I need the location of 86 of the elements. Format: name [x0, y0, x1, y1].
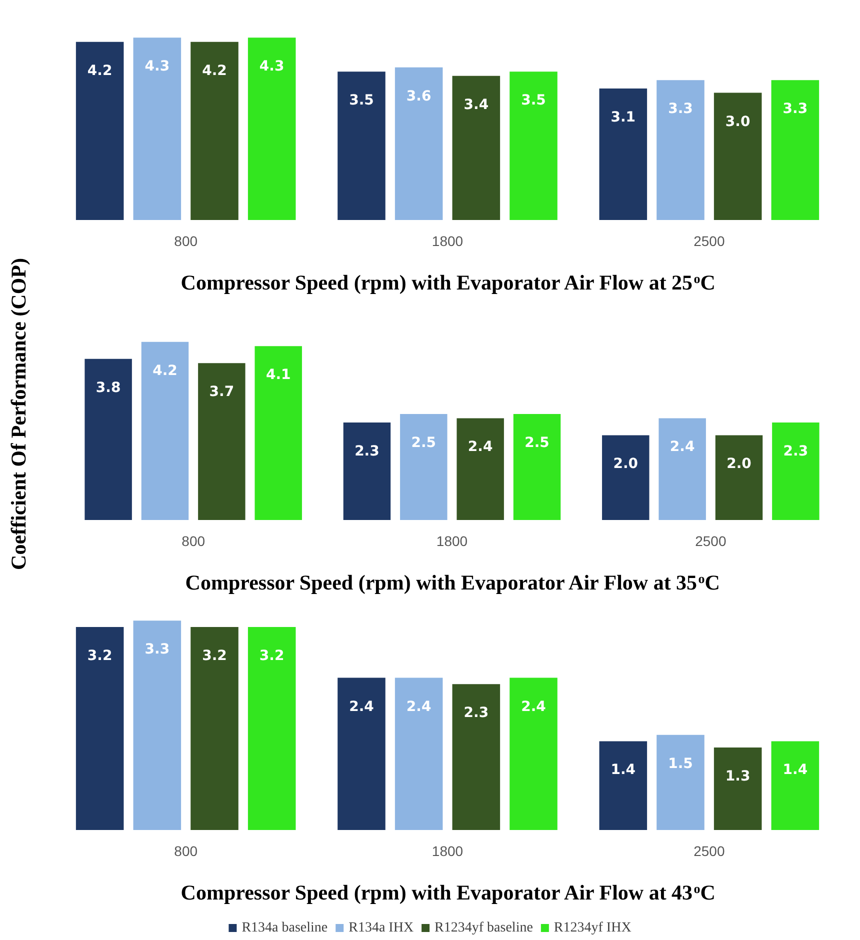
data-label: 1.4 [782, 762, 808, 778]
bar [510, 678, 558, 830]
data-label: 2.4 [349, 698, 374, 715]
data-label: 2.3 [464, 705, 489, 722]
data-label: 2.5 [524, 435, 550, 451]
bar [190, 42, 238, 220]
bar [133, 620, 182, 830]
data-label: 4.3 [259, 58, 284, 75]
bar [254, 346, 302, 520]
bar [599, 88, 648, 220]
data-label: 3.0 [725, 114, 750, 130]
bar [599, 741, 648, 830]
bar [248, 627, 296, 830]
bar [452, 684, 500, 830]
x-tick-label: 1800 [432, 233, 464, 249]
bar [714, 748, 762, 830]
x-tick-label: 2500 [694, 843, 725, 859]
data-label: 3.3 [144, 642, 170, 658]
bar [76, 42, 124, 220]
x-tick-label: 1800 [436, 533, 468, 549]
legend-label: R134a baseline [242, 920, 328, 936]
bar [656, 734, 704, 830]
bar [141, 342, 189, 520]
bar [714, 92, 762, 220]
bar [76, 627, 124, 830]
bar [602, 435, 650, 520]
data-label: 3.6 [406, 88, 432, 104]
data-label: 2.3 [354, 443, 380, 460]
bar [394, 67, 443, 220]
data-label: 3.4 [464, 96, 489, 113]
bar [456, 418, 504, 520]
bar [248, 38, 296, 220]
data-label: 2.4 [406, 698, 432, 715]
legend-label: R1234yf baseline [434, 920, 533, 936]
x-tick-label: 1800 [432, 843, 464, 859]
data-label: 2.4 [670, 439, 695, 456]
data-label: 2.4 [468, 439, 493, 456]
data-label: 4.2 [152, 362, 178, 379]
x-tick-label: 2500 [694, 233, 725, 249]
data-label: 1.5 [668, 756, 693, 772]
data-label: 2.0 [613, 456, 638, 472]
data-label: 4.3 [144, 58, 170, 75]
x-tick-label: 800 [182, 533, 206, 549]
bar [510, 72, 558, 220]
data-label: 4.2 [87, 62, 112, 79]
bar [658, 418, 706, 520]
data-label: 3.2 [202, 648, 227, 664]
bar [338, 72, 386, 220]
data-label: 2.3 [783, 443, 808, 460]
data-label: 3.2 [259, 648, 284, 664]
data-label: 3.1 [610, 110, 636, 126]
bar [338, 678, 386, 830]
bar [394, 678, 443, 830]
bar [400, 414, 448, 520]
bar [343, 422, 391, 520]
data-label: 4.2 [202, 62, 227, 79]
bar [771, 80, 820, 220]
bar [715, 435, 763, 520]
legend-label: R1234yf IHX [554, 920, 632, 936]
legend-label: R134a IHX [348, 920, 414, 936]
bar [513, 414, 561, 520]
data-label: 1.3 [725, 768, 750, 785]
bar [190, 627, 238, 830]
y-axis-title: Coefficient Of Performance (COP) [6, 258, 30, 570]
bar [452, 76, 500, 220]
data-label: 3.2 [87, 648, 112, 664]
data-label: 1.4 [610, 762, 636, 778]
bar [772, 422, 820, 520]
x-tick-label: 800 [174, 843, 198, 859]
data-label: 3.7 [209, 384, 234, 400]
data-label: 3.5 [349, 92, 374, 109]
data-label: 3.3 [668, 101, 693, 118]
data-label: 3.8 [96, 380, 121, 396]
data-label: 4.1 [266, 367, 291, 384]
data-label: 2.0 [726, 456, 752, 472]
bar [771, 741, 820, 830]
bar [84, 358, 132, 520]
bar [198, 363, 246, 520]
x-tick-label: 800 [174, 233, 198, 249]
data-label: 2.5 [411, 435, 436, 451]
bar [656, 80, 704, 220]
data-label: 2.4 [521, 698, 546, 715]
bar [133, 38, 182, 220]
data-label: 3.3 [782, 101, 808, 118]
x-tick-label: 2500 [695, 533, 726, 549]
data-label: 3.5 [521, 92, 546, 109]
